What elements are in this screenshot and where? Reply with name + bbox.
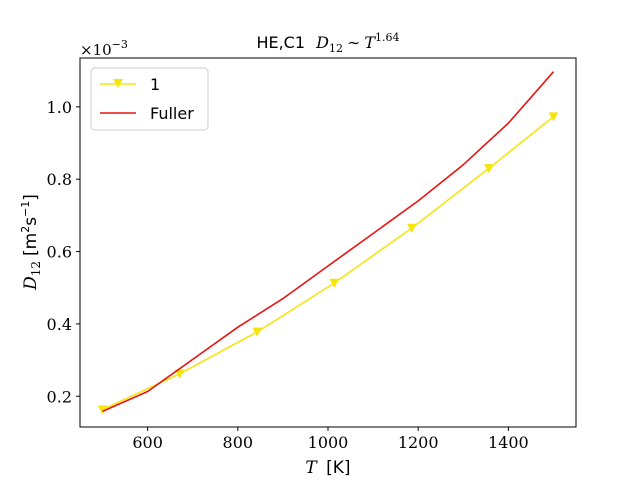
y-tick-label: 0.8 (47, 170, 72, 189)
x-label-var: T (305, 458, 318, 478)
title-math-base: D (315, 33, 329, 52)
series-line-0 (102, 115, 555, 411)
series-0-point (329, 278, 340, 289)
y-axis-label: D12 [m2s−1] (19, 194, 43, 291)
x-tick-label: 1000 (308, 433, 349, 452)
title-text: HE,C1 (256, 33, 305, 52)
legend-marker-series-1 (113, 79, 123, 88)
x-label-unit: [K] (326, 458, 350, 478)
series-0-point (406, 223, 417, 234)
y-tick-label: 0.2 (47, 387, 72, 406)
title-math-exp: 1.64 (375, 31, 400, 44)
x-tick-label: 1200 (398, 433, 439, 452)
legend: 1 Fuller (90, 67, 209, 131)
y-label-sub: 12 (29, 261, 43, 276)
x-tick-label: 600 (132, 433, 163, 452)
y-label-unit-close: ] (21, 194, 41, 201)
y-multiplier: ×10−3 (80, 38, 128, 59)
y-label-unit-mid: s (21, 217, 41, 226)
y-axis: 0.2 0.4 0.6 0.8 1.0 (47, 98, 80, 406)
y-label-var: D (21, 276, 41, 291)
legend-label-fuller: Fuller (150, 104, 194, 123)
x-tick-label: 800 (223, 433, 254, 452)
series-0-point (548, 112, 559, 122)
series-0-point (484, 164, 494, 174)
x-axis-label: T [K] (305, 458, 350, 478)
y-tick-label: 1.0 (47, 98, 72, 117)
y-tick-label: 0.4 (47, 315, 72, 334)
title-math-rel: ∼ (347, 33, 360, 52)
legend-label-series-1: 1 (150, 75, 160, 94)
title-math-var: T (364, 33, 376, 52)
y-label-unit-exp2: −1 (19, 201, 32, 217)
y-tick-label: 0.6 (47, 243, 72, 262)
y-label-unit-exp1: 2 (19, 226, 32, 233)
series-0-point (174, 369, 185, 379)
x-tick-label: 1400 (488, 433, 529, 452)
chart-title: HE,C1 D12 ∼ T1.64 (256, 31, 399, 55)
series-layer (97, 71, 559, 415)
y-multiplier-exp: −3 (112, 38, 128, 51)
y-label-unit-open: [m (21, 233, 41, 256)
x-axis: 600 800 1000 1200 1400 (132, 427, 529, 452)
title-math-sub: 12 (329, 42, 343, 55)
series-line-1 (102, 71, 555, 413)
y-multiplier-base: ×10 (80, 41, 112, 59)
series-0-point (252, 327, 263, 337)
